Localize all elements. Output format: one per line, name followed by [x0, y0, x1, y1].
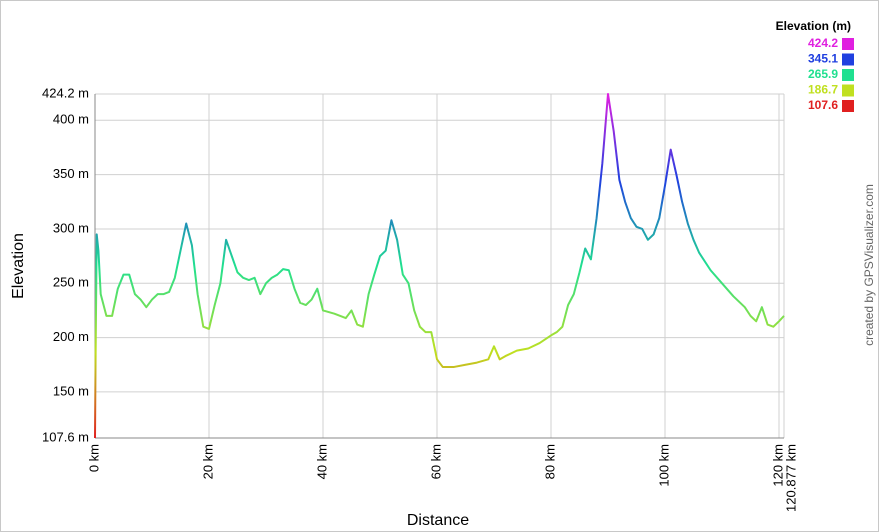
x-tick-label: 120 km	[770, 444, 785, 487]
y-tick-label: 250 m	[53, 275, 89, 290]
y-tick-label: 400 m	[53, 112, 89, 127]
x-tick-label: 0 km	[86, 444, 101, 472]
legend-label: 424.2	[808, 36, 838, 50]
y-tick-label: 300 m	[53, 220, 89, 235]
y-tick-label: 107.6 m	[42, 429, 89, 444]
legend-swatch	[842, 53, 854, 66]
legend-title: Elevation (m)	[776, 19, 851, 33]
legend-label: 186.7	[808, 83, 838, 97]
x-axis-title: Distance	[407, 512, 469, 529]
x-tick-label: 80 km	[542, 444, 557, 479]
credit: created by GPSVisualizer.com	[862, 184, 876, 346]
y-tick-label: 350 m	[53, 166, 89, 181]
legend-label: 345.1	[808, 52, 838, 66]
x-tick-label: 120.877 km	[783, 444, 798, 512]
x-tick-label: 60 km	[428, 444, 443, 479]
x-tick-label: 100 km	[656, 444, 671, 487]
legend-label: 265.9	[808, 67, 838, 81]
legend-swatch	[842, 69, 854, 81]
legend-swatch	[842, 38, 854, 50]
elevation-line	[94, 93, 785, 439]
legend-swatch	[842, 100, 854, 112]
y-tick-label: 200 m	[53, 329, 89, 344]
y-tick-label: 150 m	[53, 383, 89, 398]
legend-swatch	[842, 84, 854, 97]
x-tick-label: 40 km	[314, 444, 329, 479]
legend-label: 107.6	[808, 98, 838, 112]
y-axis-title: Elevation	[10, 233, 27, 299]
x-tick-label: 20 km	[200, 444, 215, 479]
y-tick-label: 424.2 m	[42, 85, 89, 100]
